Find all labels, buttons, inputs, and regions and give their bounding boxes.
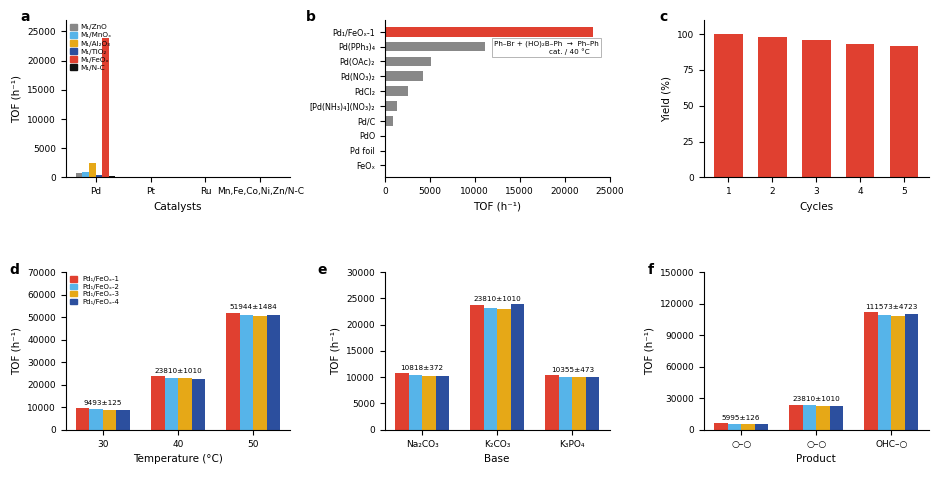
Bar: [572, 377, 585, 430]
Bar: [151, 376, 164, 430]
Bar: [266, 315, 280, 430]
Bar: [728, 424, 741, 430]
X-axis label: Temperature (°C): Temperature (°C): [133, 454, 223, 464]
Bar: [714, 34, 743, 177]
Legend: M₁/ZnO, M₁/MnOₓ, M₁/Al₂O₃, M₁/TiO₂, M₁/FeOₓ, M₁/N-C: M₁/ZnO, M₁/MnOₓ, M₁/Al₂O₃, M₁/TiO₂, M₁/F…: [69, 23, 112, 72]
Text: d: d: [9, 263, 20, 277]
Bar: [178, 378, 191, 430]
Text: 111573±4723: 111573±4723: [865, 304, 917, 310]
Text: f: f: [648, 263, 654, 277]
Bar: [164, 377, 178, 430]
X-axis label: Base: Base: [484, 454, 510, 464]
Bar: [497, 309, 510, 430]
Bar: [116, 410, 130, 430]
Text: a: a: [21, 10, 30, 24]
Bar: [559, 377, 572, 430]
Bar: [103, 410, 116, 430]
Bar: [109, 176, 115, 177]
Y-axis label: TOF (h⁻¹): TOF (h⁻¹): [331, 327, 340, 375]
Bar: [714, 423, 728, 430]
Bar: [76, 173, 83, 177]
Bar: [585, 377, 599, 430]
Bar: [789, 405, 803, 430]
Bar: [102, 39, 109, 177]
Bar: [385, 86, 408, 96]
Bar: [816, 406, 830, 430]
Y-axis label: TOF (h⁻¹): TOF (h⁻¹): [11, 75, 22, 123]
Bar: [226, 313, 239, 430]
Bar: [545, 375, 559, 430]
Bar: [830, 406, 843, 430]
Bar: [89, 163, 96, 177]
Text: 23810±1010: 23810±1010: [474, 296, 521, 302]
Bar: [422, 375, 435, 430]
X-axis label: Catalysts: Catalysts: [154, 202, 203, 212]
Bar: [484, 308, 497, 430]
Bar: [878, 315, 891, 430]
Bar: [385, 42, 486, 51]
Bar: [409, 374, 422, 430]
X-axis label: Product: Product: [796, 454, 836, 464]
X-axis label: TOF (h⁻¹): TOF (h⁻¹): [473, 202, 522, 212]
Bar: [253, 316, 266, 430]
Y-axis label: TOF (h⁻¹): TOF (h⁻¹): [644, 327, 654, 375]
Bar: [76, 409, 89, 430]
Text: 5995±126: 5995±126: [722, 415, 761, 421]
Text: 23810±1010: 23810±1010: [154, 368, 202, 374]
Bar: [846, 44, 874, 177]
Text: 10355±473: 10355±473: [551, 367, 594, 373]
Text: b: b: [306, 10, 316, 24]
Bar: [83, 172, 89, 177]
Y-axis label: TOF (h⁻¹): TOF (h⁻¹): [11, 327, 22, 375]
Text: c: c: [658, 10, 667, 24]
Text: 10818±372: 10818±372: [401, 365, 444, 370]
Bar: [864, 313, 878, 430]
Bar: [802, 40, 830, 177]
Bar: [385, 116, 393, 125]
Bar: [385, 101, 398, 111]
Bar: [191, 379, 205, 430]
Bar: [890, 45, 918, 177]
Bar: [470, 305, 484, 430]
Bar: [755, 424, 768, 430]
Bar: [891, 316, 905, 430]
Bar: [905, 314, 918, 430]
Bar: [385, 72, 423, 81]
Text: 9493±125: 9493±125: [83, 400, 122, 406]
Y-axis label: Yield (%): Yield (%): [661, 76, 672, 122]
Bar: [395, 373, 409, 430]
Bar: [96, 174, 102, 177]
Text: 51944±1484: 51944±1484: [229, 304, 277, 310]
X-axis label: Cycles: Cycles: [799, 202, 833, 212]
Bar: [741, 424, 755, 430]
Bar: [758, 37, 787, 177]
Text: Ph–Br + (HO)₂B–Ph  →  Ph–Ph
                    cat. / 40 °C: Ph–Br + (HO)₂B–Ph → Ph–Ph cat. / 40 °C: [494, 41, 599, 55]
Bar: [510, 304, 524, 430]
Bar: [89, 409, 103, 430]
Bar: [385, 27, 594, 37]
Bar: [435, 376, 449, 430]
Bar: [385, 57, 431, 66]
Text: 23810±1010: 23810±1010: [793, 396, 840, 403]
Bar: [803, 406, 816, 430]
Text: e: e: [317, 263, 326, 277]
Legend: Pd₁/FeOₓ-1, Pd₁/FeOₓ-2, Pd₁/FeOₓ-3, Pd₁/FeOₓ-4: Pd₁/FeOₓ-1, Pd₁/FeOₓ-2, Pd₁/FeOₓ-3, Pd₁/…: [69, 276, 120, 305]
Bar: [239, 315, 253, 430]
